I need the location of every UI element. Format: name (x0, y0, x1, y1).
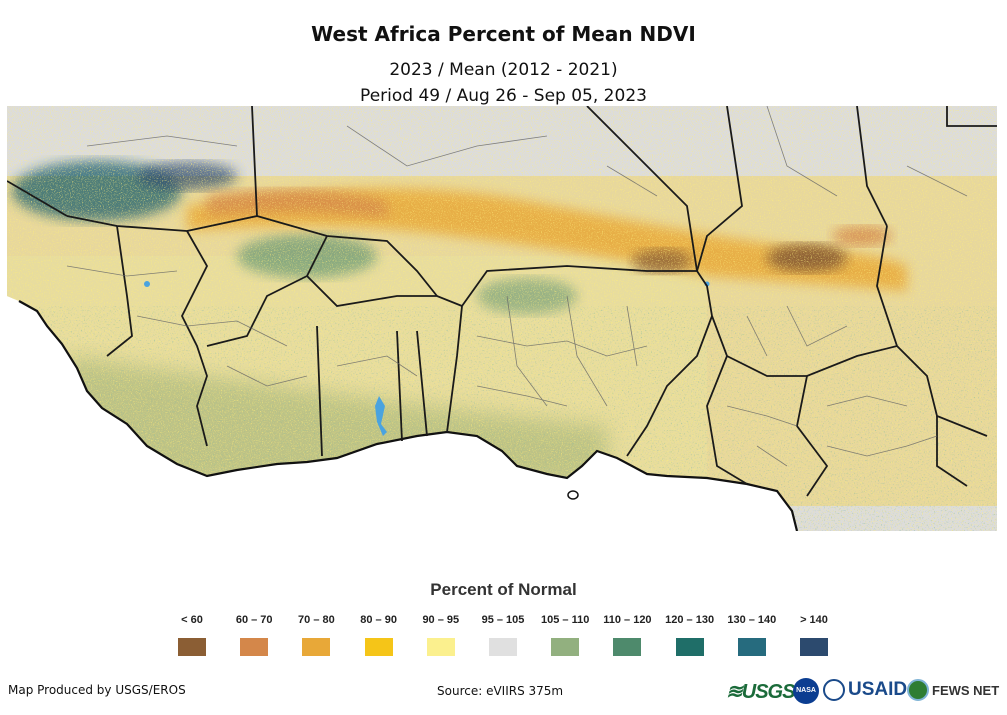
legend-item-label: < 60 (181, 614, 203, 626)
legend-item-label: > 140 (800, 614, 828, 626)
partner-logos: ≋USGS NASA USAID FEWS NET (726, 677, 1000, 705)
legend-item-label: 95 – 105 (481, 614, 525, 626)
legend-item: 90 – 95 (411, 614, 471, 664)
legend-item-label: 130 – 140 (727, 614, 777, 626)
map-subtitle-years: 2023 / Mean (2012 - 2021) (389, 60, 618, 80)
legend-item-swatch (613, 638, 642, 656)
legend-item: 80 – 90 (349, 614, 409, 664)
coastline (18, 300, 799, 531)
legend-item-label: 110 – 120 (603, 614, 652, 626)
legend-item-label: 60 – 70 (235, 614, 273, 626)
nasa-logo: NASA (793, 678, 819, 704)
legend-item: < 60 (162, 614, 222, 664)
legend-item-swatch (675, 638, 704, 656)
legend-item-label: 70 – 80 (298, 614, 335, 626)
lake-volta (375, 396, 387, 436)
legend-item-label: 80 – 90 (360, 614, 397, 626)
legend-item-swatch (737, 638, 766, 656)
legend-item: > 140 (784, 614, 844, 664)
legend-item-swatch (364, 638, 393, 656)
data-source: Source: eVIIRS 375m (437, 684, 564, 698)
legend-item-swatch (489, 638, 517, 656)
legend-item: 110 – 120 (597, 614, 657, 664)
usaid-logo: USAID (848, 679, 908, 700)
bioko-island (567, 490, 579, 500)
ndvi-map (7, 106, 997, 531)
legend-item-label: 120 – 130 (665, 614, 715, 626)
map-subtitle-period: Period 49 / Aug 26 - Sep 05, 2023 (360, 86, 647, 106)
legend-item: 70 – 80 (286, 614, 346, 664)
usgs-logo: ≋USGS (726, 681, 795, 703)
map-title: West Africa Percent of Mean NDVI (311, 22, 696, 46)
legend-title: Percent of Normal (430, 580, 577, 599)
legend-item: 130 – 140 (722, 614, 782, 664)
legend-item: 60 – 70 (224, 614, 284, 664)
ndvi-map-canvas (7, 106, 997, 531)
country-borders (7, 106, 997, 497)
legend-item: 105 – 110 (535, 614, 595, 664)
admin-borders (66, 106, 968, 467)
map-credit: Map Produced by USGS/EROS (8, 683, 186, 697)
legend-item-swatch (551, 638, 580, 656)
legend-item-swatch (426, 638, 455, 656)
legend-item-label: 90 – 95 (422, 614, 460, 626)
legend-item: 95 – 105 (473, 614, 533, 664)
usaid-seal-icon (823, 679, 845, 701)
fews-globe-icon (907, 679, 929, 701)
fews-net-logo: FEWS NET (932, 683, 1000, 698)
legend-item-swatch (240, 638, 269, 656)
legend-item-swatch (800, 638, 828, 656)
legend-item-swatch (178, 638, 206, 656)
legend-item-label: 105 – 110 (541, 614, 590, 626)
legend-item-swatch (302, 638, 331, 656)
legend-item: 120 – 130 (660, 614, 720, 664)
